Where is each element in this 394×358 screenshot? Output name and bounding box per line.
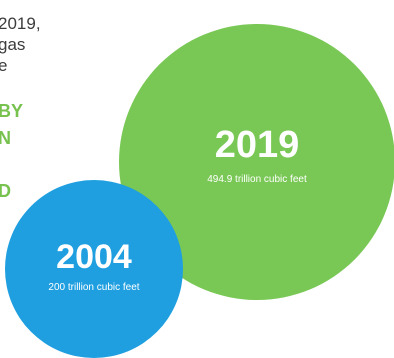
intro-line: e [0, 56, 8, 75]
highlight-line: N [0, 128, 11, 148]
bubble-year: 2019 [214, 124, 300, 166]
bubble-2004: 2004 200 trillion cubic feet [5, 180, 183, 358]
bubble-amount: 494.9 trillion cubic feet [207, 174, 307, 185]
highlight-line: BY [0, 101, 24, 121]
bubble-amount: 200 trillion cubic feet [48, 282, 140, 293]
bubble-year: 2004 [56, 238, 132, 276]
intro-line: 2019, [0, 14, 41, 33]
intro-line: gas [0, 35, 26, 54]
highlight-line: D [0, 181, 11, 201]
